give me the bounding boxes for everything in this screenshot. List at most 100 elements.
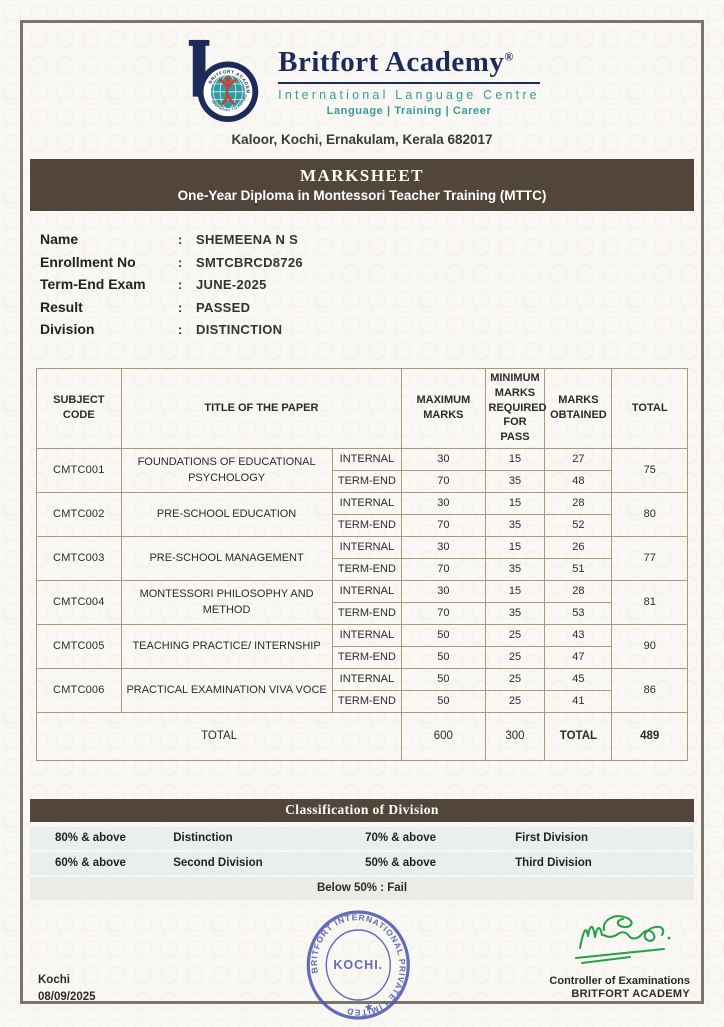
brand-services: Language | Training | Career <box>326 105 492 117</box>
subject-total: 80 <box>611 491 688 537</box>
academy-address: Kaloor, Kochi, Ernakulam, Kerala 682017 <box>231 132 493 147</box>
classification-row: 60% & above Second Division 50% & above … <box>30 851 694 875</box>
internal-label: INTERNAL <box>331 535 403 559</box>
table-row: CMTC001 FOUNDATIONS OF EDUCATIONAL PSYCH… <box>36 447 688 493</box>
page-border <box>20 20 704 1004</box>
registered-mark: ® <box>504 49 514 64</box>
paper-title: PRACTICAL EXAMINATION VIVA VOCE <box>120 667 333 713</box>
marksheet-content: BRITFORT ACADEMY INSPIRING TO ASPIRE <box>23 23 701 1027</box>
max-marks: 30 <box>401 579 486 603</box>
min-marks: 15 <box>484 579 546 603</box>
table-row: CMTC004 MONTESSORI PHILOSOPHY AND METHOD… <box>36 579 688 625</box>
marks-obtained: 43 <box>544 623 613 647</box>
marks-obtained: 27 <box>544 447 613 471</box>
field-label: Enrollment No <box>40 253 136 270</box>
brand-tagline: International Language Centre <box>278 88 540 102</box>
min-marks: 35 <box>484 601 546 625</box>
classification-division: Distinction <box>148 826 341 850</box>
min-marks: 25 <box>484 623 546 647</box>
marks-table: SUBJECT CODE TITLE OF THE PAPER MAXIMUM … <box>35 367 688 761</box>
term-end-label: TERM-END <box>331 557 403 581</box>
term-end-label: TERM-END <box>331 469 403 493</box>
field-colon: : <box>178 322 183 337</box>
internal-label: INTERNAL <box>331 579 403 603</box>
field-colon: : <box>178 277 183 292</box>
max-marks: 50 <box>401 689 486 713</box>
table-row: TERM-END 70 35 53 <box>37 601 688 625</box>
brand-name: Britfort Academy® <box>278 48 540 84</box>
banner-subtitle: One-Year Diploma in Montessori Teacher T… <box>177 188 547 203</box>
info-row-exam: Term-End Exam : JUNE-2025 <box>40 276 701 299</box>
info-row-division: Division : DISTINCTION <box>40 321 701 344</box>
col-header-min-marks: MINIMUM MARKS REQUIRED FOR PASS <box>484 367 547 449</box>
marks-obtained: 48 <box>544 469 613 493</box>
marks-obtained: 26 <box>544 535 613 559</box>
min-marks: 25 <box>484 645 546 669</box>
max-marks: 30 <box>401 491 486 515</box>
classification-threshold: 80% & above <box>30 826 149 850</box>
signature-icon <box>574 914 671 964</box>
max-marks: 50 <box>401 645 486 669</box>
grand-total-label: TOTAL <box>35 711 403 761</box>
term-end-label: TERM-END <box>331 689 403 713</box>
grand-total-max: 600 <box>401 711 486 761</box>
grand-total-row: TOTAL 600 300 TOTAL 489 <box>35 711 688 761</box>
field-value: SMTCBRCD8726 <box>196 254 303 270</box>
fail-note: Below 50% : Fail <box>30 876 694 900</box>
logo-person-icon <box>219 76 238 105</box>
issue-place: Kochi <box>38 974 70 987</box>
grand-total-obtained-label: TOTAL <box>544 711 613 761</box>
info-row-name: Name : SHEMEENA N S <box>40 231 701 254</box>
min-marks: 15 <box>484 447 546 471</box>
field-label: Name <box>40 231 79 247</box>
field-label: Term-End Exam <box>40 276 146 292</box>
min-marks: 15 <box>484 535 546 559</box>
marks-obtained: 41 <box>544 689 613 713</box>
office-stamp: BRITFORT INTERNATIONAL PRIVATE LIMITED ★… <box>296 901 420 1027</box>
col-header-marks-obtained: MARKS OBTAINED <box>544 367 613 449</box>
info-row-enrollment: Enrollment No : SMTCBRCD8726 <box>40 254 701 277</box>
classification-division: Second Division <box>148 851 341 875</box>
field-colon: : <box>178 254 183 270</box>
internal-label: INTERNAL <box>331 667 403 691</box>
min-marks: 35 <box>484 557 546 581</box>
max-marks: 50 <box>401 667 486 691</box>
max-marks: 50 <box>401 623 486 647</box>
subject-total: 75 <box>611 447 688 493</box>
marks-obtained: 45 <box>544 667 613 691</box>
term-end-label: TERM-END <box>331 645 403 669</box>
subject-code: CMTC001 <box>36 447 122 493</box>
table-row: TERM-END 50 25 47 <box>37 645 688 669</box>
table-row: TERM-END 70 35 48 <box>37 469 688 493</box>
paper-title: PRE-SCHOOL MANAGEMENT <box>120 535 333 581</box>
subject-total: 77 <box>611 535 688 581</box>
field-colon: : <box>178 232 183 247</box>
field-value: PASSED <box>196 299 251 315</box>
internal-label: INTERNAL <box>331 447 403 471</box>
letterhead: BRITFORT ACADEMY INSPIRING TO ASPIRE <box>23 38 701 124</box>
min-marks: 25 <box>484 667 546 691</box>
col-header-title: TITLE OF THE PAPER <box>120 367 403 449</box>
classification-threshold: 50% & above <box>340 851 491 875</box>
marks-obtained: 28 <box>544 579 613 603</box>
paper-title: PRE-SCHOOL EDUCATION <box>120 491 333 537</box>
term-end-label: TERM-END <box>331 513 403 537</box>
classification-division: First Division <box>490 826 694 850</box>
signatory-org: BRITFORT ACADEMY <box>571 987 690 1000</box>
subject-total: 86 <box>611 667 688 713</box>
marks-obtained: 47 <box>544 645 613 669</box>
max-marks: 70 <box>401 469 486 493</box>
marks-obtained: 51 <box>544 557 613 581</box>
grand-total-value: 489 <box>611 711 688 761</box>
signature-block: Controller of Examinations BRITFORT ACAD… <box>549 910 690 1000</box>
field-colon: : <box>178 299 183 315</box>
max-marks: 30 <box>401 447 486 471</box>
col-header-subject-code: SUBJECT CODE <box>36 367 122 449</box>
marksheet-banner: MARKSHEET One-Year Diploma in Montessori… <box>30 159 694 211</box>
marks-obtained: 53 <box>544 601 613 625</box>
col-header-total: TOTAL <box>611 367 688 449</box>
classification-title-bar: Classification of Division <box>30 798 694 822</box>
place-date: Kochi 08/09/2025 <box>38 972 96 1005</box>
field-value: JUNE-2025 <box>196 277 267 292</box>
brand-text: Britfort Academy <box>278 46 505 78</box>
